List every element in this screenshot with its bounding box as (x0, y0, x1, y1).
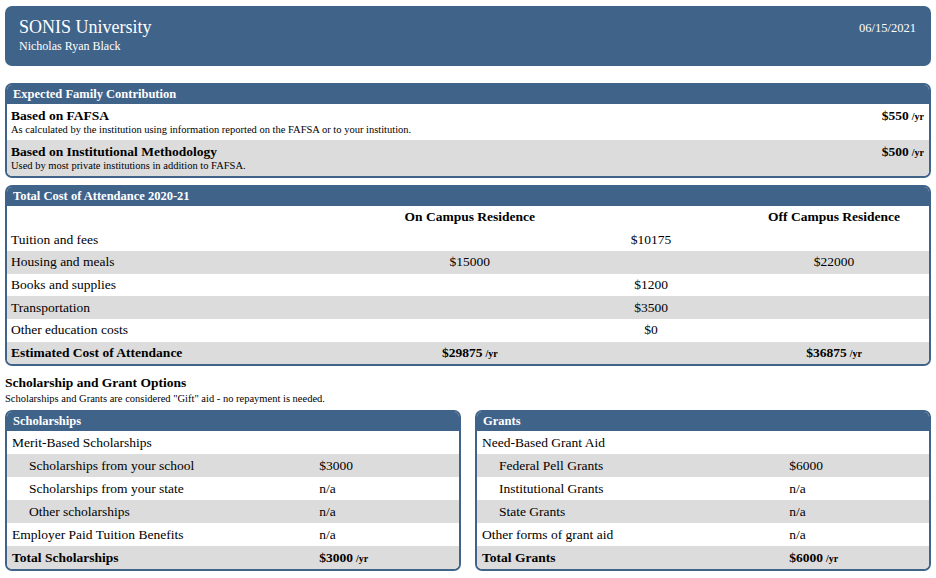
grant-row: Institutional Grants n/a (477, 477, 929, 500)
efc-fafsa-amount: $550/yr (882, 108, 924, 136)
scholarship-row: Scholarships from your state n/a (7, 477, 459, 500)
student-name: Nicholas Ryan Black (19, 39, 152, 54)
coa-row-transportation: Transportation $3500 (7, 296, 929, 319)
scholarships-panel-title: Scholarships (7, 412, 459, 431)
options-title: Scholarship and Grant Options (5, 375, 931, 391)
coa-on-value (377, 296, 563, 319)
grant-row: Other forms of grant aid n/a (477, 523, 929, 546)
efc-row-institutional: Based on Institutional Methodology Used … (7, 140, 929, 176)
coa-on-value (377, 229, 563, 252)
coa-label: Housing and meals (7, 251, 377, 274)
financial-aid-report: SONIS University Nicholas Ryan Black 06/… (0, 0, 936, 571)
coa-both-value: $1200 (563, 274, 739, 297)
efc-section-title: Expected Family Contribution (7, 85, 929, 104)
grants-total-row: Total Grants $6000/yr (477, 546, 929, 569)
efc-institutional-description: Used by most private institutions in add… (11, 159, 246, 172)
coa-off-value: $36875/yr (739, 342, 929, 365)
coa-row-estimated-total: Estimated Cost of Attendance $29875/yr $… (7, 342, 929, 365)
coa-section-title: Total Cost of Attendance 2020-21 (7, 187, 929, 206)
coa-off-campus-header: Off Campus Residence (739, 206, 929, 229)
grant-row: State Grants n/a (477, 500, 929, 523)
coa-header-row: On Campus Residence Off Campus Residence (7, 206, 929, 229)
page-header: SONIS University Nicholas Ryan Black 06/… (5, 6, 931, 66)
coa-on-value (377, 319, 563, 342)
efc-fafsa-description: As calculated by the institution using i… (11, 123, 411, 136)
cost-of-attendance-section: Total Cost of Attendance 2020-21 On Camp… (5, 185, 931, 366)
coa-on-value (377, 274, 563, 297)
scholarships-panel: Scholarships Merit-Based Scholarships Sc… (5, 410, 461, 571)
coa-off-value (739, 229, 929, 252)
report-date: 06/15/2021 (859, 21, 916, 66)
efc-row-fafsa: Based on FAFSA As calculated by the inst… (7, 104, 929, 140)
coa-row-tuition: Tuition and fees $10175 (7, 229, 929, 252)
efc-fafsa-text: Based on FAFSA As calculated by the inst… (11, 108, 411, 136)
coa-row-housing: Housing and meals $15000 $22000 (7, 251, 929, 274)
scholarship-row: Other scholarships n/a (7, 500, 459, 523)
university-name: SONIS University (19, 17, 152, 38)
coa-on-value: $15000 (377, 251, 563, 274)
scholarships-total-row: Total Scholarships $3000/yr (7, 546, 459, 569)
coa-off-value (739, 319, 929, 342)
scholarship-row: Merit-Based Scholarships (7, 431, 459, 454)
grants-panel: Grants Need-Based Grant Aid Federal Pell… (475, 410, 931, 571)
efc-institutional-title: Based on Institutional Methodology (11, 144, 246, 159)
grant-row: Federal Pell Grants $6000 (477, 454, 929, 477)
coa-label: Estimated Cost of Attendance (7, 342, 377, 365)
coa-label: Transportation (7, 296, 377, 319)
coa-on-value: $29875/yr (377, 342, 563, 365)
efc-institutional-amount: $500/yr (882, 144, 924, 172)
grant-row: Need-Based Grant Aid (477, 431, 929, 454)
coa-both-value (563, 342, 739, 365)
scholarship-row: Scholarships from your school $3000 (7, 454, 459, 477)
coa-label: Other education costs (7, 319, 377, 342)
coa-off-value (739, 296, 929, 319)
expected-family-contribution-section: Expected Family Contribution Based on FA… (5, 83, 931, 178)
grants-panel-title: Grants (477, 412, 929, 431)
coa-off-value: $22000 (739, 251, 929, 274)
cost-of-attendance-table: On Campus Residence Off Campus Residence… (7, 206, 929, 364)
efc-institutional-text: Based on Institutional Methodology Used … (11, 144, 246, 172)
coa-on-campus-header: On Campus Residence (377, 206, 563, 229)
coa-both-value: $0 (563, 319, 739, 342)
header-identity: SONIS University Nicholas Ryan Black (19, 6, 152, 66)
coa-both-value: $3500 (563, 296, 739, 319)
coa-row-books: Books and supplies $1200 (7, 274, 929, 297)
scholarship-row: Employer Paid Tuition Benefits n/a (7, 523, 459, 546)
scholarship-grant-options-heading: Scholarship and Grant Options Scholarshi… (5, 375, 931, 405)
aid-panels: Scholarships Merit-Based Scholarships Sc… (5, 410, 931, 571)
coa-label: Books and supplies (7, 274, 377, 297)
coa-label: Tuition and fees (7, 229, 377, 252)
coa-row-other: Other education costs $0 (7, 319, 929, 342)
coa-both-value (563, 251, 739, 274)
coa-off-value (739, 274, 929, 297)
coa-both-value: $10175 (563, 229, 739, 252)
efc-fafsa-title: Based on FAFSA (11, 108, 411, 123)
options-subtitle: Scholarships and Grants are considered "… (5, 392, 931, 405)
